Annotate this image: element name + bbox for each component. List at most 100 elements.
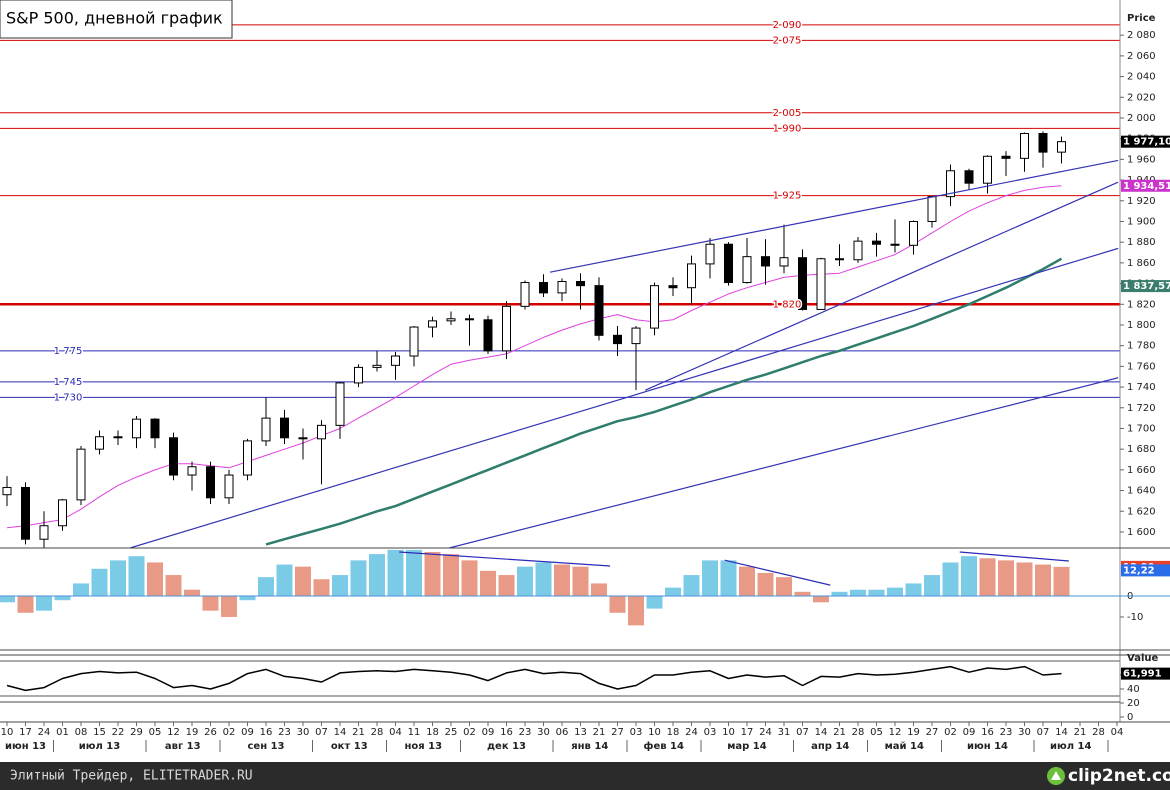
moving-average (265, 257, 1063, 546)
x-tick-label: 01 (56, 727, 69, 738)
value-tag-label: 12,22 (1123, 565, 1155, 576)
x-tick-label: 09 (241, 727, 254, 738)
trendline (724, 559, 831, 586)
candle-body (1038, 133, 1048, 153)
histogram-bar (961, 556, 977, 597)
y-tick-label: 1 600 (1127, 527, 1156, 538)
y-tick-label: 1 820 (1127, 299, 1156, 310)
candle-body (317, 424, 326, 440)
y-tick-label: 1 620 (1127, 506, 1156, 517)
x-tick-label: 19 (186, 727, 199, 738)
histogram-bar (147, 562, 163, 597)
candle-body (298, 437, 308, 440)
histogram-bar (91, 568, 108, 597)
histogram-bar (461, 560, 478, 597)
histogram-bar (73, 583, 89, 597)
level-label: 1 820 (773, 299, 802, 310)
x-tick-label: 21 (833, 727, 846, 738)
x-tick-label: 09 (482, 727, 495, 738)
value-tag (1121, 135, 1170, 148)
value-tag (1121, 564, 1170, 577)
x-tick-label: 17 (19, 727, 32, 738)
y-tick-label: 1 860 (1127, 258, 1156, 269)
y-tick-label: 20 (1127, 698, 1140, 709)
x-tick-label: 16 (500, 727, 513, 738)
histogram-bar (591, 583, 607, 597)
histogram-bar (369, 554, 385, 597)
x-tick-label: 23 (1000, 727, 1013, 738)
x-tick-label: 28 (1092, 727, 1105, 738)
trendline (399, 551, 611, 567)
trendline (129, 247, 1119, 548)
value-tag (1121, 667, 1170, 680)
candle-body (335, 382, 345, 426)
candle-body (21, 486, 30, 540)
trendline (449, 377, 1119, 548)
level-label: 2 005 (773, 108, 802, 119)
histogram-bar (998, 560, 1014, 597)
candle-body (150, 418, 160, 439)
y-tick-label: 0 (1127, 712, 1133, 723)
candle-body (446, 318, 456, 322)
candle-body (1001, 155, 1011, 159)
x-tick-label: 09 (963, 727, 976, 738)
y-tick-label: 1 880 (1127, 237, 1156, 248)
value-tag (1121, 179, 1170, 192)
x-tick-label: 23 (519, 727, 532, 738)
histogram-bar (1035, 564, 1051, 597)
x-tick-label: 21 (352, 727, 365, 738)
x-tick-label: 07 (1037, 727, 1050, 738)
candle-body (95, 436, 104, 450)
candle-body (539, 282, 548, 294)
histogram-bar (757, 572, 774, 597)
candle-body (465, 318, 474, 321)
histogram-bar (221, 596, 237, 617)
candle-body (742, 256, 752, 284)
level-label: 1 745 (54, 377, 83, 388)
candle-body (650, 285, 659, 329)
candle-body (428, 320, 437, 328)
y-tick-label: 1 760 (1127, 361, 1156, 372)
histogram-bar (850, 589, 866, 597)
histogram-bar (868, 589, 885, 597)
axes: 1 600 1 620 1 640 1 660 1 680 1 700 1 720 1 740… (0, 0, 1170, 752)
histogram-bar (572, 566, 589, 597)
candle-body (946, 170, 955, 198)
x-tick-label: 04 (1111, 727, 1124, 738)
level-label: 2 075 (773, 35, 802, 46)
oscillator-line (6, 665, 1062, 692)
oscillator-panel (0, 660, 1120, 697)
month-label: янв 14 (571, 741, 608, 752)
histogram-bar (776, 577, 792, 597)
x-tick-label: 06 (556, 727, 569, 738)
x-tick-label: 14 (815, 727, 828, 738)
month-label: июн 13 (5, 741, 46, 752)
x-tick-label: 02 (223, 727, 236, 738)
x-tick-label: 05 (870, 727, 883, 738)
x-tick-label: 16 (981, 727, 994, 738)
histogram-bar (406, 549, 422, 597)
footer-logo[interactable]: clip2net.com (1068, 766, 1170, 786)
value-tag-label: 1 977,10 (1123, 137, 1170, 148)
moving-average (6, 185, 1062, 529)
level-label: 1 925 (773, 191, 802, 202)
x-tick-label: 24 (759, 727, 772, 738)
axis-title: Price (1127, 13, 1156, 24)
value-tag (1121, 280, 1170, 293)
y-tick-label: 1 660 (1127, 465, 1156, 476)
y-tick-label: 2 080 (1127, 30, 1156, 41)
month-label: июл 14 (1050, 741, 1091, 752)
histogram-bar (702, 560, 718, 597)
candle-body (761, 256, 770, 267)
level-label: 1 990 (773, 123, 802, 134)
x-tick-label: 03 (704, 727, 717, 738)
histogram-bar (332, 575, 348, 597)
x-tick-label: 02 (463, 727, 476, 738)
x-tick-label: 14 (334, 727, 347, 738)
candle-body (206, 466, 215, 499)
title-box (0, 0, 233, 39)
x-tick-label: 18 (667, 727, 680, 738)
month-label: июн 14 (967, 741, 1008, 752)
